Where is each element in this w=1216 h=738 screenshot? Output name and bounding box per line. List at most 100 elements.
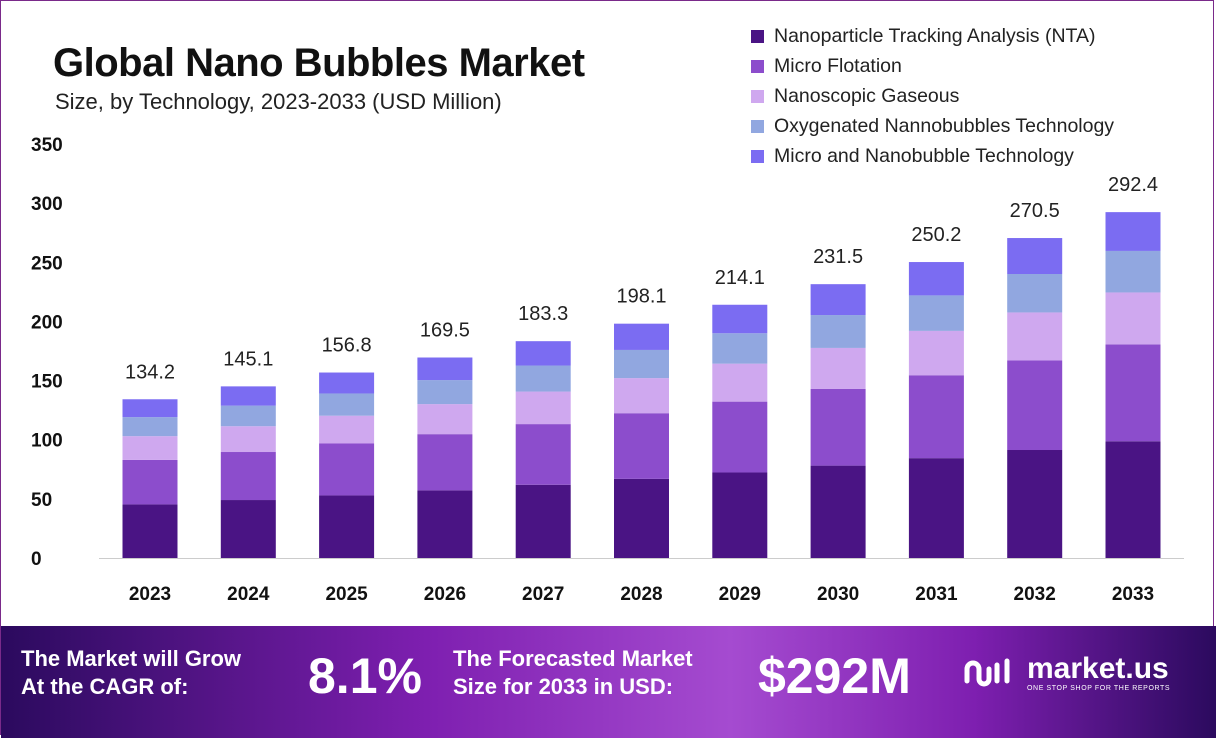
bar-segment-2 [1105,344,1161,442]
legend-swatch [751,120,764,134]
legend-swatch [751,29,764,43]
bar-segment-5 [614,323,669,350]
bar-segment-1 [220,500,276,558]
x-axis: 2023 2024 2025 2026 2027 2028 2029 2030 2031 2032… [129,584,1154,605]
legend-item: Micro and Nanobubble Technology [751,142,1114,172]
bar-segment-1 [1007,450,1063,558]
x-tick-label: 2028 [620,584,662,605]
bar-segment-3 [908,330,964,376]
stacked-bar-chart: 0 50 100 150 200 250 300 350 134.2 145.1 156.8 169… [31,135,1184,605]
bar-segment-2 [810,388,866,466]
bar-segment-1 [614,478,669,558]
x-tick-label: 2029 [719,584,761,605]
bar-segment-4 [712,333,768,364]
bar-segment-4 [515,365,571,392]
bar-segment-3 [220,426,276,453]
x-tick-label: 2032 [1014,584,1056,605]
bar-segment-5 [712,304,768,334]
x-tick-label: 2030 [817,584,859,605]
total-label: 270.5 [1010,200,1060,222]
legend-label: Micro Flotation [774,54,902,77]
legend-swatch [751,59,764,73]
bar-segment-5 [515,341,571,366]
legend-item: Micro Flotation [751,51,1114,81]
x-tick-label: 2033 [1112,584,1154,605]
bar-segment-4 [220,405,276,427]
bar-stacks: 134.2 145.1 156.8 169.5 183.3 198.1 214.1 231.5… [122,174,1161,558]
x-tick-label: 2031 [915,584,958,605]
bar-segment-1 [712,472,768,558]
bar-segment-5 [319,372,375,394]
legend-label: Oxygenated Nannobubbles Technology [774,115,1115,138]
bar-segment-5 [417,357,473,381]
bar-segment-3 [417,404,473,435]
bar-segment-5 [122,399,178,418]
market-us-logo: market.us ONE STOP SHOP FOR THE REPORTS [961,653,1170,692]
total-label: 134.2 [125,361,175,383]
bar-segment-3 [122,436,178,460]
cagr-caption-line-1: The Market will Grow [21,646,242,671]
forecast-caption-line-1: The Forecasted Market [453,646,693,671]
bar-segment-4 [614,349,669,379]
legend-swatch [751,150,764,164]
total-label: 183.3 [518,303,568,325]
bar-segment-3 [515,391,571,425]
bar-segment-5 [220,386,276,406]
legend-item: Nanoscopic Gaseous [751,81,1114,111]
bar-segment-2 [614,413,669,479]
total-label: 214.1 [715,267,765,289]
bar-segment-2 [417,434,473,491]
bar-segment-4 [122,417,178,437]
total-label: 198.1 [616,286,666,308]
bar-segment-1 [810,465,866,558]
y-tick-label: 300 [31,194,63,215]
legend-label: Nanoscopic Gaseous [774,84,960,107]
bar-stack-2025: 156.8 [319,335,375,558]
bar-segment-4 [1105,250,1161,293]
y-tick-label: 100 [31,431,63,452]
y-tick-label: 250 [31,253,63,274]
bar-segment-2 [515,424,571,485]
footer-banner: The Market will Grow At the CAGR of: 8.1… [1,626,1216,738]
total-label: 156.8 [322,335,372,357]
x-tick-label: 2026 [424,584,466,605]
bar-segment-4 [908,295,964,331]
market-us-logo-icon [964,658,1010,686]
bar-segment-2 [319,443,375,496]
bar-stack-2032: 270.5 [1007,200,1063,558]
bar-segment-5 [810,284,866,316]
y-tick-label: 350 [31,135,63,156]
bar-segment-1 [122,504,178,558]
bar-segment-3 [1007,312,1063,361]
bar-stack-2028: 198.1 [614,286,669,558]
legend: Nanoparticle Tracking Analysis (NTA) Micr… [751,21,1114,172]
x-tick-label: 2023 [129,584,171,605]
bar-stack-2026: 169.5 [417,320,473,558]
y-tick-label: 0 [31,549,42,570]
bar-segment-5 [1007,238,1063,274]
total-label: 169.5 [420,320,470,342]
bar-segment-2 [908,375,964,459]
cagr-caption-line-2: At the CAGR of: [21,674,189,699]
bar-segment-4 [417,380,473,405]
x-tick-label: 2024 [227,584,270,605]
legend-item: Oxygenated Nannobubbles Technology [751,112,1114,142]
chart-subtitle: Size, by Technology, 2023-2033 (USD Mill… [55,89,502,114]
x-tick-label: 2027 [522,584,564,605]
x-tick-label: 2025 [325,584,368,605]
logo-name: market.us [1027,652,1169,685]
y-tick-label: 200 [31,312,63,333]
bar-segment-3 [810,347,866,389]
bar-segment-1 [908,458,964,558]
cagr-value: 8.1% [308,648,422,704]
bar-stack-2031: 250.2 [908,224,964,558]
bar-segment-4 [810,315,866,348]
bar-segment-1 [515,484,571,558]
legend-item: Nanoparticle Tracking Analysis (NTA) [751,21,1114,51]
bar-segment-2 [1007,360,1063,451]
forecast-value: $292M [758,648,911,704]
bar-stack-2030: 231.5 [810,246,866,558]
bar-segment-2 [220,452,276,501]
total-label: 231.5 [813,246,863,268]
